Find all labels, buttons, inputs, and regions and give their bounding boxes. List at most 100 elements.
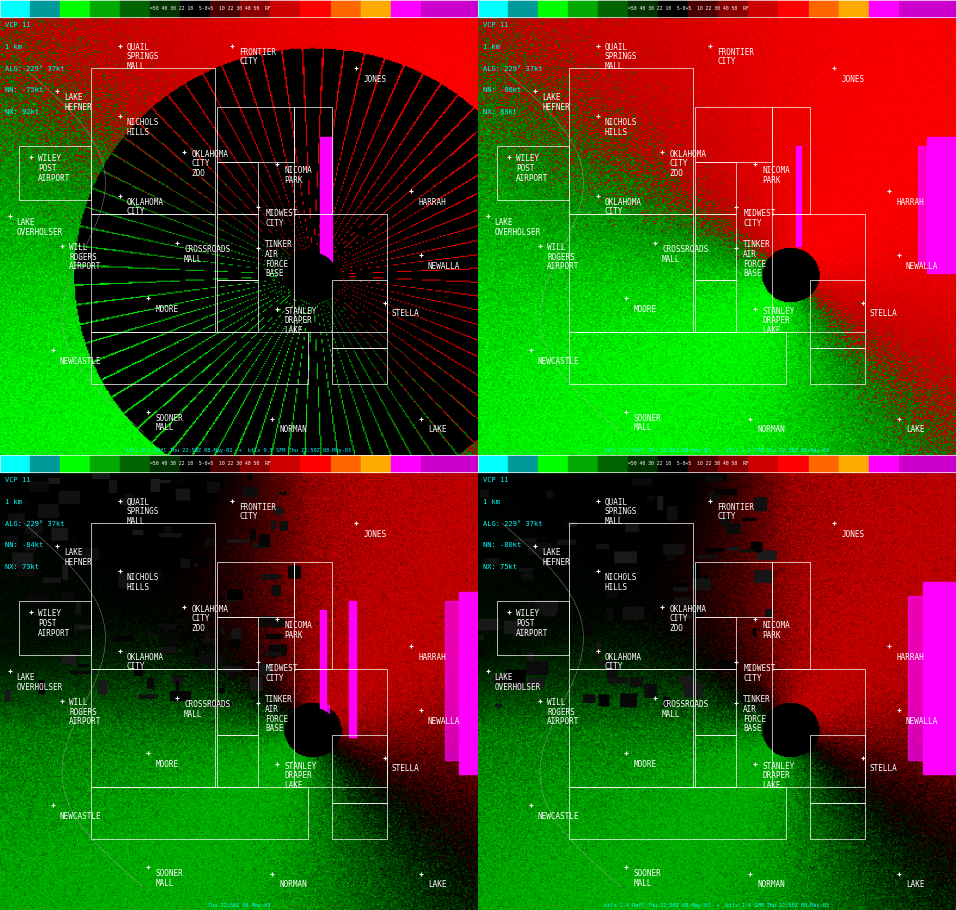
Bar (809, 455, 838, 472)
Text: OKLAHOMA
CITY
ZOO: OKLAHOMA CITY ZOO (669, 604, 706, 633)
Bar (331, 0, 360, 17)
Bar (838, 0, 869, 17)
Bar (217, 214, 258, 280)
Bar (0, 455, 478, 472)
Bar (30, 0, 60, 17)
Bar (210, 0, 240, 17)
Text: CROSSROADS
MALL: CROSSROADS MALL (184, 246, 230, 264)
Bar (810, 735, 865, 804)
Bar (810, 280, 865, 349)
Text: NORMAN: NORMAN (279, 426, 308, 434)
Text: WILL
ROGERS
AIRPORT: WILL ROGERS AIRPORT (69, 243, 101, 271)
Text: MOORE: MOORE (633, 305, 657, 314)
Text: SOONER
MALL: SOONER MALL (155, 414, 184, 432)
Text: VCP 11: VCP 11 (483, 22, 509, 28)
Text: 1 km: 1 km (483, 499, 500, 505)
Bar (478, 0, 956, 17)
Text: OKLAHOMA
CITY
ZOO: OKLAHOMA CITY ZOO (191, 149, 228, 178)
Text: ALG: 229° 37kt: ALG: 229° 37kt (5, 66, 64, 72)
Bar (120, 455, 150, 472)
Bar (478, 455, 956, 472)
Bar (778, 0, 809, 17)
Text: NICOMA
PARK: NICOMA PARK (284, 621, 313, 640)
Bar (628, 0, 659, 17)
Bar (568, 0, 598, 17)
Text: TINKER
AIR
FORCE
BASE: TINKER AIR FORCE BASE (266, 695, 293, 733)
Bar (838, 455, 869, 472)
Bar (569, 669, 693, 787)
Bar (0, 0, 478, 17)
Text: WILEY
POST
AIRPORT: WILEY POST AIRPORT (516, 154, 549, 183)
Text: HARRAH: HARRAH (896, 653, 924, 662)
Bar (772, 214, 865, 332)
Text: NEWCASTLE: NEWCASTLE (59, 813, 101, 821)
Bar (293, 214, 387, 332)
Bar (150, 0, 181, 17)
Bar (568, 455, 598, 472)
Bar (333, 280, 387, 349)
Bar (91, 523, 215, 669)
Bar (360, 0, 391, 17)
Bar (718, 0, 749, 17)
Text: MOORE: MOORE (155, 305, 179, 314)
Text: STANLEY
DRAPER
LAKE: STANLEY DRAPER LAKE (284, 762, 316, 790)
Text: NN: -75kt: NN: -75kt (5, 87, 43, 94)
Text: 1 km: 1 km (5, 44, 22, 50)
Text: OKLAHOMA
CITY
ZOO: OKLAHOMA CITY ZOO (669, 149, 706, 178)
Text: MOORE: MOORE (633, 760, 657, 769)
Text: LAKE: LAKE (905, 426, 924, 434)
Text: NICHOLS
HILLS: NICHOLS HILLS (126, 573, 159, 592)
Text: NEWCASTLE: NEWCASTLE (537, 813, 579, 821)
Text: QUAIL
SPRINGS
MALL: QUAIL SPRINGS MALL (604, 43, 637, 71)
Bar (688, 0, 718, 17)
Text: FRONTIER
CITY: FRONTIER CITY (239, 502, 276, 521)
Text: ktlx 2.4 Refl Thu 22:50Z 08-May-03  +  ktlx 2.4 SFM Thu 22:50Z 08-May-03: ktlx 2.4 Refl Thu 22:50Z 08-May-03 + ktl… (604, 903, 830, 908)
Text: LAKE: LAKE (427, 881, 446, 889)
Text: NEWALLA: NEWALLA (427, 262, 460, 270)
Text: STELLA: STELLA (870, 764, 898, 774)
Text: MIDWEST
CITY: MIDWEST CITY (743, 664, 775, 682)
Bar (598, 0, 628, 17)
Text: WILL
ROGERS
AIRPORT: WILL ROGERS AIRPORT (547, 243, 579, 271)
Text: WILEY
POST
AIRPORT: WILEY POST AIRPORT (38, 154, 71, 183)
Bar (331, 455, 360, 472)
Circle shape (291, 253, 337, 297)
Text: NEWALLA: NEWALLA (905, 262, 938, 270)
Bar (240, 455, 271, 472)
Text: LAKE
HEFNER: LAKE HEFNER (64, 548, 93, 567)
Text: LAKE: LAKE (427, 426, 446, 434)
Bar (333, 349, 387, 384)
Bar (181, 0, 210, 17)
Bar (445, 601, 459, 760)
Bar (217, 617, 258, 669)
Bar (60, 455, 90, 472)
Text: VCP 11: VCP 11 (5, 22, 31, 28)
Bar (320, 255, 324, 282)
Text: ALG: 229° 37kt: ALG: 229° 37kt (483, 521, 542, 527)
Bar (695, 669, 736, 735)
Bar (459, 592, 478, 774)
Bar (293, 669, 387, 787)
Text: WILL
ROGERS
AIRPORT: WILL ROGERS AIRPORT (547, 698, 579, 726)
Bar (181, 455, 210, 472)
Bar (569, 523, 693, 669)
Bar (91, 214, 215, 332)
Bar (391, 0, 421, 17)
Bar (695, 279, 736, 332)
Bar (772, 107, 810, 214)
Text: LAKE
HEFNER: LAKE HEFNER (542, 548, 571, 567)
Bar (809, 0, 838, 17)
Bar (695, 735, 736, 787)
Text: OKLAHOMA
CITY: OKLAHOMA CITY (126, 652, 163, 672)
Text: QUAIL
SPRINGS
MALL: QUAIL SPRINGS MALL (604, 498, 637, 526)
Text: JONES: JONES (841, 531, 864, 539)
Bar (90, 455, 120, 472)
Text: NX: 75kt: NX: 75kt (483, 564, 517, 571)
Bar (695, 561, 772, 617)
Text: NX: 83kt: NX: 83kt (483, 109, 517, 116)
Bar (772, 669, 865, 787)
Bar (478, 0, 508, 17)
Bar (421, 455, 478, 472)
Text: NEWCASTLE: NEWCASTLE (537, 358, 579, 366)
Text: NORMAN: NORMAN (279, 881, 308, 889)
